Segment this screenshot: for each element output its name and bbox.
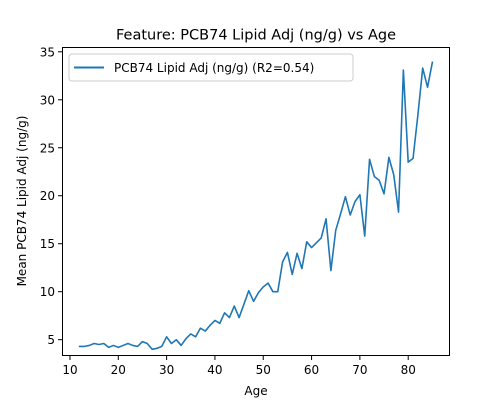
series-group — [78, 61, 434, 351]
y-tick-label: 15 — [40, 237, 55, 251]
y-tick-label: 10 — [40, 285, 55, 299]
y-tick-label: 25 — [40, 141, 55, 155]
x-tick-label: 40 — [207, 363, 222, 377]
x-axis-label: Age — [244, 384, 267, 398]
chart-title: Feature: PCB74 Lipid Adj (ng/g) vs Age — [116, 28, 396, 44]
legend-label: PCB74 Lipid Adj (ng/g) (R2=0.54) — [114, 61, 314, 75]
x-tick-label: 20 — [111, 363, 126, 377]
y-axis-label: Mean PCB74 Lipid Adj (ng/g) — [15, 116, 29, 287]
y-tick-label: 35 — [40, 45, 55, 59]
x-axis: 10 20 30 40 50 60 70 80 — [62, 356, 416, 377]
y-tick-label: 30 — [40, 93, 55, 107]
x-tick-label: 70 — [352, 363, 367, 377]
x-tick-label: 60 — [304, 363, 319, 377]
y-axis: 5 10 15 20 25 30 35 — [40, 45, 62, 347]
x-tick-label: 30 — [159, 363, 174, 377]
plot-area — [62, 47, 450, 356]
y-tick-label: 20 — [40, 189, 55, 203]
x-tick-label: 50 — [256, 363, 271, 377]
x-tick-label: 10 — [62, 363, 77, 377]
series-line — [78, 61, 434, 351]
y-tick-label: 5 — [47, 333, 55, 347]
legend-box — [68, 53, 354, 82]
x-tick-label: 80 — [401, 363, 416, 377]
legend: PCB74 Lipid Adj (ng/g) (R2=0.54) — [68, 53, 354, 82]
